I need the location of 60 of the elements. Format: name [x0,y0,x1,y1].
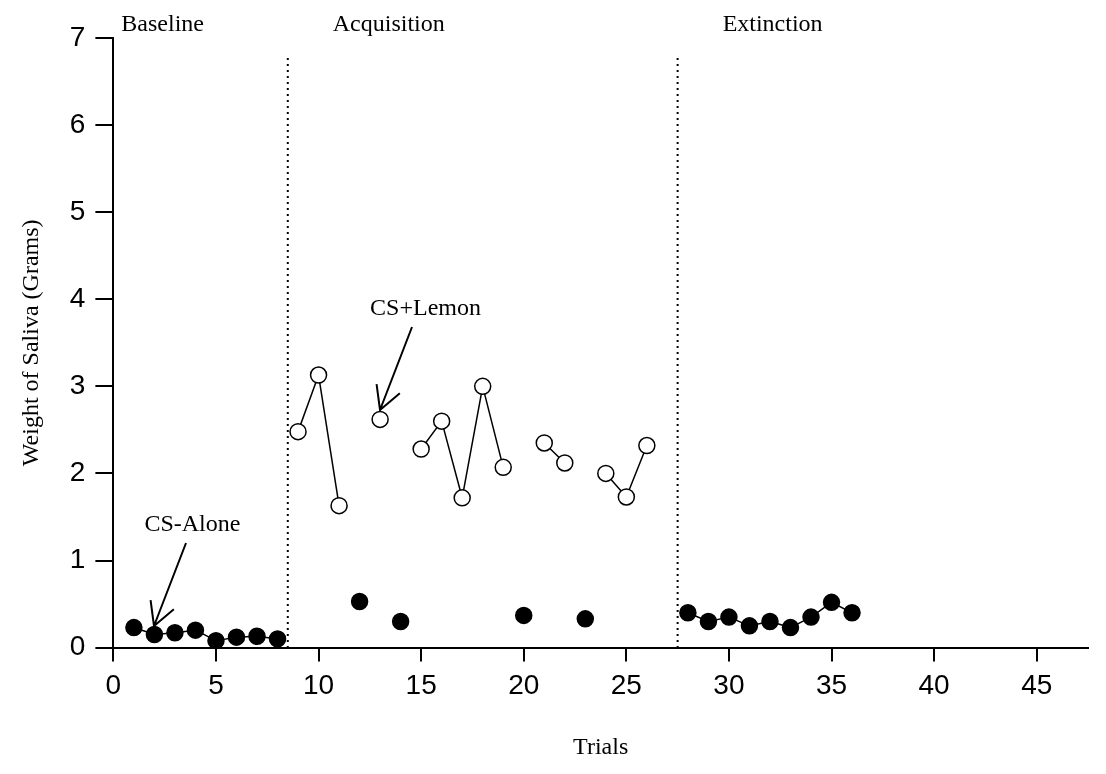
point [843,604,861,622]
point [535,434,554,452]
x-tick-label: 25 [610,669,642,701]
point [473,377,492,396]
point [227,628,246,646]
y-tick-label: 5 [69,194,86,226]
point [514,606,533,625]
point [412,440,430,458]
x-tick-label: 40 [918,669,950,701]
y-axis-title: Weight of Saliva (Grams) [16,219,43,467]
y-tick-label: 6 [69,107,86,139]
point [453,489,471,507]
point [679,604,697,622]
point [494,458,512,477]
point [699,612,718,631]
point [802,608,820,626]
point [556,454,574,472]
y-tick-label: 0 [69,630,86,662]
point [740,617,759,635]
point [309,366,328,384]
point [248,627,266,646]
x-tick-label: 10 [302,669,335,701]
text: Extinction [722,10,823,36]
point [781,618,800,637]
y-tick-label: 1 [69,543,86,575]
point [330,496,348,515]
point [145,625,164,644]
point [597,464,615,483]
text: Acquisition [332,10,445,36]
x-axis-title: Trials [573,732,629,759]
x-tick-label: 20 [508,669,540,701]
point [186,621,205,639]
point [371,410,389,429]
x-tick-label: 15 [405,669,437,701]
y-tick-label: 3 [69,369,86,401]
annotation: CS-Alone [144,509,241,536]
point [720,608,738,626]
point [617,488,636,506]
point [576,610,595,628]
annotation: CS+Lemon [370,294,481,321]
point [289,422,307,441]
text: Baseline [121,10,204,36]
point [268,630,287,648]
x-tick-label: 0 [105,669,122,701]
y-tick-label: 2 [69,456,86,488]
point [166,624,184,642]
y-tick-label: 4 [69,281,86,313]
x-tick-label: 30 [713,669,745,701]
x-tick-label: 5 [208,669,224,701]
point [432,412,451,430]
point [207,631,225,648]
point [638,436,656,455]
point [391,612,410,631]
point [761,612,779,631]
point [350,592,369,611]
y-tick-label: 7 [69,20,86,52]
point [125,618,143,637]
x-tick-label: 35 [815,669,848,701]
x-tick-label: 45 [1021,669,1053,701]
point [822,593,841,612]
